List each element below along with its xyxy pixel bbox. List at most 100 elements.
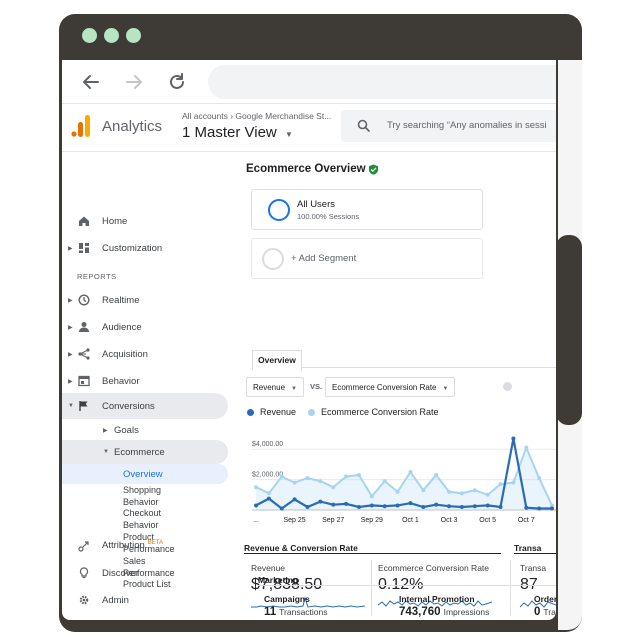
sidebar-item-admin[interactable]: Admin xyxy=(62,589,230,611)
revenue-point[interactable] xyxy=(344,501,349,506)
reload-icon[interactable] xyxy=(163,68,191,96)
y-tick-label: $4,000.00 xyxy=(252,441,283,448)
revenue-point[interactable] xyxy=(305,504,310,509)
sidebar-item-ecommerce[interactable]: ▼ Ecommerce xyxy=(62,441,230,463)
conversion-rate-point[interactable] xyxy=(498,482,503,487)
conversion-rate-point[interactable] xyxy=(305,476,310,481)
window-dot-maximize[interactable] xyxy=(126,28,141,43)
add-segment-button[interactable]: + Add Segment xyxy=(251,238,483,279)
revenue-point[interactable] xyxy=(331,502,336,507)
window-dot-minimize[interactable] xyxy=(104,28,119,43)
sidebar-item-goals[interactable]: ▶ Goals xyxy=(62,419,230,441)
conversion-rate-point[interactable] xyxy=(254,485,258,490)
revenue-point[interactable] xyxy=(472,504,477,509)
conversion-rate-point[interactable] xyxy=(331,485,336,490)
sidebar-item-product-list[interactable]: Product List xyxy=(123,579,171,591)
conversion-rate-point[interactable] xyxy=(395,489,400,494)
conversion-rate-point[interactable] xyxy=(447,489,452,494)
sidebar-item-attribution[interactable]: Attribution BETA xyxy=(62,535,230,557)
revenue-point[interactable] xyxy=(498,504,503,509)
view-selector[interactable]: 1 Master View ▼ xyxy=(182,124,293,141)
legend-item-revenue[interactable]: Revenue xyxy=(247,407,296,417)
window-dot-close[interactable] xyxy=(82,28,97,43)
conversion-rate-point[interactable] xyxy=(356,473,361,478)
conversion-rate-point[interactable] xyxy=(537,476,542,481)
revenue-point[interactable] xyxy=(369,503,374,508)
segment-name: All Users xyxy=(297,199,336,210)
revenue-point[interactable] xyxy=(279,506,284,511)
revenue-point[interactable] xyxy=(266,496,271,501)
revenue-point[interactable] xyxy=(537,506,542,511)
legend-swatch xyxy=(247,408,254,416)
acquisition-icon xyxy=(78,348,90,360)
revenue-point[interactable] xyxy=(395,503,400,508)
sidebar-item-realtime[interactable]: ▶ Realtime xyxy=(62,289,230,311)
conversion-rate-point[interactable] xyxy=(344,474,349,479)
segment-card-all-users[interactable]: All Users 100.00% Sessions xyxy=(251,189,483,230)
address-bar[interactable] xyxy=(208,65,556,99)
help-icon[interactable] xyxy=(503,382,512,391)
sidebar-item-conversions[interactable]: ▼ Conversions xyxy=(62,395,230,417)
sidebar-item-discover[interactable]: Discover xyxy=(62,562,230,584)
revenue-point[interactable] xyxy=(511,436,516,441)
conversion-rate-point[interactable] xyxy=(459,491,464,496)
revenue-point[interactable] xyxy=(550,506,554,511)
metric-select-primary[interactable]: Revenue ▼ xyxy=(246,377,304,397)
search-input[interactable]: Try searching “Any anomalies in sessi xyxy=(341,110,556,142)
sidebar-item-product-performance[interactable]: Product Performance xyxy=(123,532,175,556)
conversion-rate-point[interactable] xyxy=(292,480,297,485)
sidebar-item-acquisition[interactable]: ▶ Acquisition xyxy=(62,343,230,365)
revenue-point[interactable] xyxy=(447,504,452,509)
conversion-rate-point[interactable] xyxy=(511,480,516,485)
sidebar-item-checkout-behavior[interactable]: Checkout Behavior xyxy=(123,508,161,532)
conversion-rate-point[interactable] xyxy=(550,503,554,508)
x-tick-label: ... xyxy=(253,517,259,524)
sidebar-item-sales-performance[interactable]: Sales Performance xyxy=(123,556,175,580)
conversion-rate-point[interactable] xyxy=(318,479,323,484)
sidebar-item-shopping-behavior[interactable]: Shopping Behavior xyxy=(123,485,161,509)
conversion-rate-point[interactable] xyxy=(408,470,413,474)
x-tick-label: Oct 5 xyxy=(479,517,496,524)
expand-arrow-icon: ▶ xyxy=(68,351,73,358)
revenue-point[interactable] xyxy=(421,504,426,509)
sidebar-label: Behavior xyxy=(102,375,140,387)
person-icon xyxy=(79,322,89,332)
arrow-right-icon[interactable] xyxy=(120,68,148,96)
sidebar-item-overview[interactable]: Overview xyxy=(62,463,230,485)
revenue-point[interactable] xyxy=(408,501,413,506)
conversion-rate-point[interactable] xyxy=(421,488,426,493)
revenue-point[interactable] xyxy=(434,502,439,507)
expand-arrow-icon: ▶ xyxy=(68,245,73,252)
breadcrumb[interactable]: All accounts › Google Merchandise St... xyxy=(182,111,332,121)
metric-divider xyxy=(510,560,511,616)
revenue-point[interactable] xyxy=(292,497,297,502)
conversion-rate-point[interactable] xyxy=(434,473,439,478)
clock-icon xyxy=(78,294,90,306)
revenue-point[interactable] xyxy=(524,505,529,510)
legend-item-conversion-rate[interactable]: Ecommerce Conversion Rate xyxy=(308,407,439,417)
revenue-point[interactable] xyxy=(356,504,361,509)
section-underline xyxy=(258,585,556,586)
revenue-point[interactable] xyxy=(318,499,323,504)
analytics-logo-icon[interactable] xyxy=(71,115,91,137)
conversion-rate-point[interactable] xyxy=(266,491,271,496)
revenue-point[interactable] xyxy=(254,503,258,508)
conversion-rate-point[interactable] xyxy=(524,445,529,450)
metric-select-secondary[interactable]: Ecommerce Conversion Rate ▼ xyxy=(325,377,456,397)
revenue-point[interactable] xyxy=(485,503,490,508)
scrollbar-thumb[interactable] xyxy=(556,235,582,425)
sidebar-item-home[interactable]: Home xyxy=(62,210,230,232)
revenue-point[interactable] xyxy=(459,504,464,509)
arrow-left-icon[interactable] xyxy=(77,68,105,96)
conversion-rate-point[interactable] xyxy=(279,474,284,479)
sidebar-item-audience[interactable]: ▶ Audience xyxy=(62,316,230,338)
sidebar-item-behavior[interactable]: ▶ Behavior xyxy=(62,370,230,392)
conversion-rate-point[interactable] xyxy=(472,488,477,493)
conversion-rate-point[interactable] xyxy=(382,479,387,484)
sidebar-item-customization[interactable]: ▶ Customization xyxy=(62,237,230,259)
conversion-rate-point[interactable] xyxy=(369,494,374,499)
tab-overview[interactable]: Overview xyxy=(252,350,302,371)
conversion-rate-point[interactable] xyxy=(485,492,490,497)
x-tick-label: Oct 3 xyxy=(441,517,458,524)
revenue-point[interactable] xyxy=(382,504,387,509)
